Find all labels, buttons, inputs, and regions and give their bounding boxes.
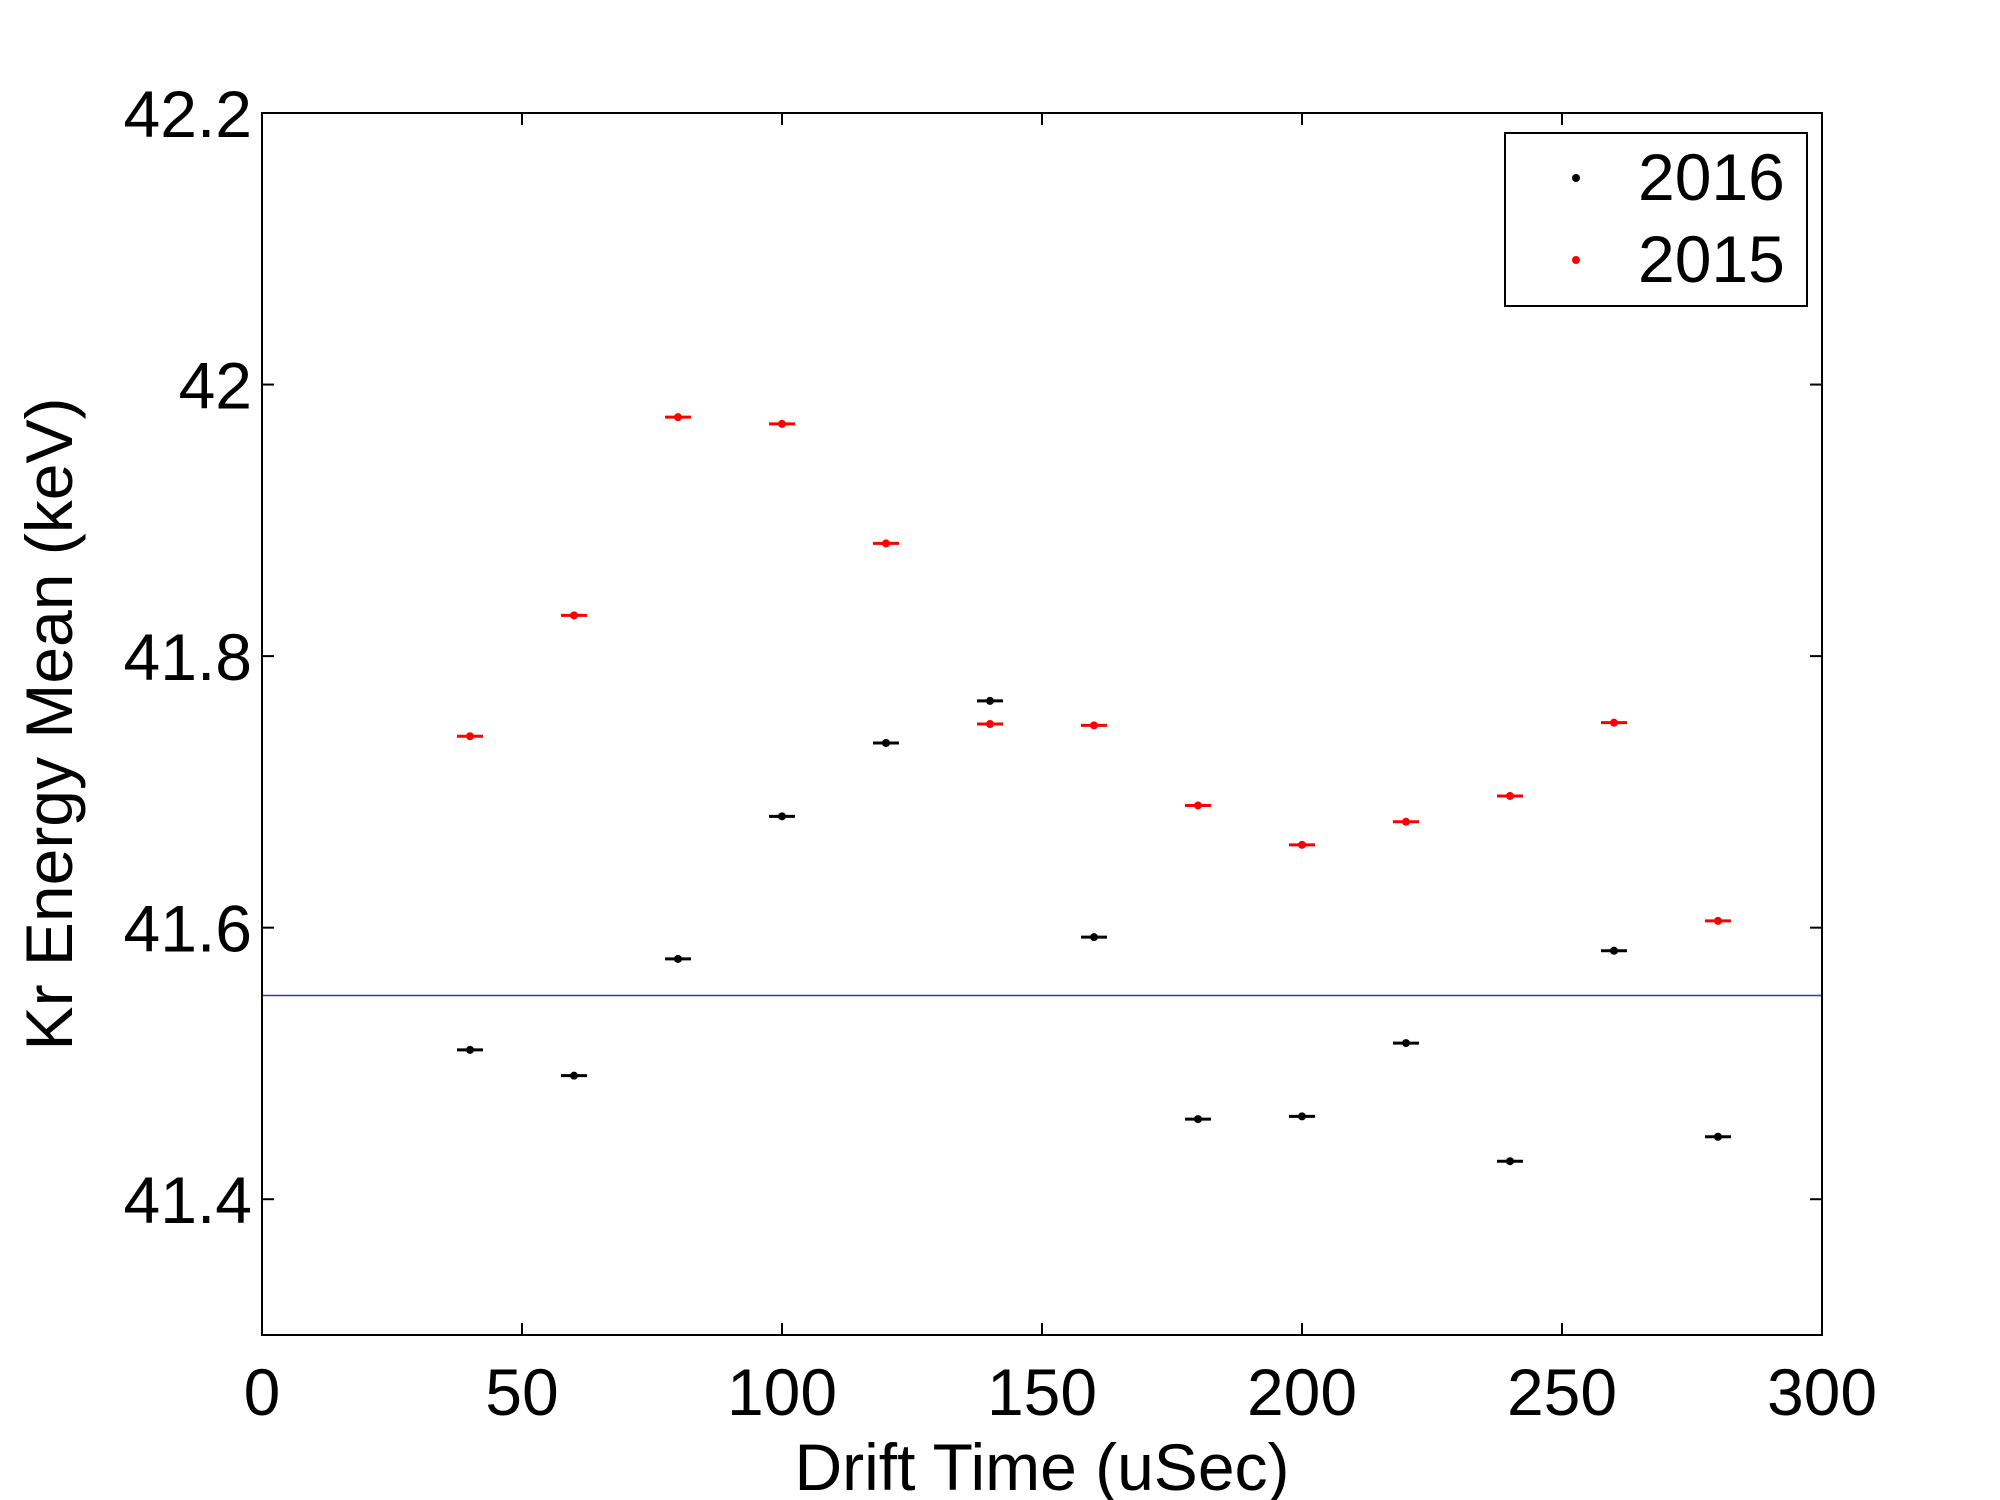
data-point-marker [1506,1157,1514,1166]
series-layer [457,413,1731,1166]
series-2016 [457,696,1731,1166]
x-tick-label: 200 [1247,1355,1357,1429]
legend-label-2015: 2015 [1638,222,1785,296]
y-tick-label: 42 [179,349,252,423]
data-point-marker [1090,721,1098,730]
y-axis-title: Kr Energy Mean (keV) [12,398,86,1051]
legend-marker-2016 [1572,174,1580,182]
data-point [977,696,1003,705]
data-point [1393,817,1419,826]
data-point [1185,1115,1211,1124]
data-point-marker [986,720,994,728]
data-point-marker [1402,817,1410,826]
data-point-marker [882,739,890,748]
data-point [561,1071,587,1080]
data-point [1081,721,1107,730]
data-point [1497,1157,1523,1166]
x-tick-label: 50 [485,1355,558,1429]
data-point-marker [466,732,474,741]
data-point-marker [986,696,994,705]
data-point-marker [778,812,786,821]
data-point-marker [466,1045,474,1054]
data-point [457,1045,483,1054]
data-point [769,812,795,821]
data-point [1081,933,1107,942]
data-point-marker [570,611,578,620]
data-point [561,611,587,620]
data-point [457,732,483,741]
data-point [873,539,899,548]
data-point [977,720,1003,728]
x-axis-title: Drift Time (uSec) [794,1430,1289,1500]
data-point-marker [882,539,890,548]
data-point [1705,916,1731,925]
data-point-marker [1714,1132,1722,1141]
data-point [1601,946,1627,955]
x-tick-label: 300 [1767,1355,1877,1429]
data-point-marker [1402,1039,1410,1048]
data-point [1185,801,1211,810]
data-point [665,413,691,422]
x-tick-label: 150 [987,1355,1097,1429]
legend-marker-2015 [1572,256,1580,264]
x-tick-label: 0 [244,1355,281,1429]
series-2015 [457,413,1731,925]
data-point-marker [1610,946,1618,955]
data-point-marker [778,419,786,428]
y-tick-label: 41.8 [124,620,252,694]
data-point [1497,791,1523,800]
legend-box [1504,132,1808,307]
data-point-marker [1610,718,1618,727]
data-point [1289,1112,1315,1121]
data-point-marker [674,954,682,963]
data-point-marker [1194,801,1202,810]
data-point-marker [570,1071,578,1080]
legend-label-2016: 2016 [1638,140,1785,214]
tick-layer: 0 50 100 150 200 250 300 41.4 41.6 41.8 42 42.2 [124,77,1878,1429]
y-tick-label: 42.2 [124,77,252,151]
data-point-marker [1298,1112,1306,1121]
data-point [769,419,795,428]
data-point [873,739,899,748]
data-point-marker [1090,933,1098,942]
data-point [1601,718,1627,727]
y-tick-label: 41.6 [124,892,252,966]
data-point [1393,1039,1419,1048]
data-point-marker [1194,1115,1202,1124]
y-tick-label: 41.4 [124,1163,252,1237]
legend: 2016 2015 [1504,132,1808,307]
data-point [665,954,691,963]
x-tick-label: 250 [1507,1355,1617,1429]
data-point [1705,1132,1731,1141]
data-point-marker [1714,916,1722,925]
x-tick-label: 100 [727,1355,837,1429]
data-point-marker [674,413,682,422]
data-point-marker [1298,840,1306,849]
data-point [1289,840,1315,849]
data-point-marker [1506,791,1514,800]
